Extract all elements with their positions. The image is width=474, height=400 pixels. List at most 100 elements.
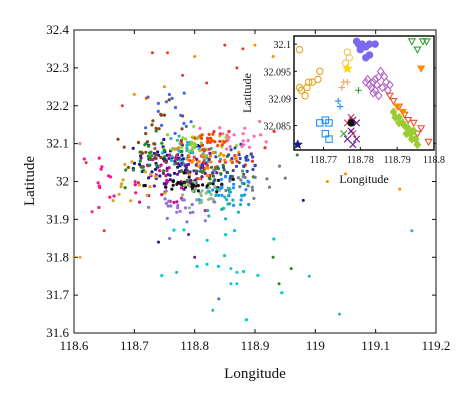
cluster-9-point [142,184,146,188]
cluster-11-point [231,186,236,190]
cluster-15-point [223,195,227,199]
inset-cross-marker [349,141,357,149]
scatter-point [166,51,169,55]
cluster-8-point [251,155,255,159]
cluster-9-point [182,171,186,175]
inset-y-tick-label: 32.1 [274,40,292,51]
cluster-0-point [137,162,142,166]
cluster-5-point [227,129,231,134]
cluster-6-point [223,158,227,162]
cluster-11-point [244,188,248,192]
main-scatter-points [72,43,414,322]
cluster-15-point [231,198,235,202]
cluster-4-point [180,145,184,149]
cluster-7-point [195,177,199,181]
scatter-point [295,153,299,157]
inset-circle-marker [314,75,322,84]
cluster-15-point [228,190,233,194]
cluster-12-point [143,143,147,147]
cluster-7-point [164,174,168,178]
y-tick-label: 32 [56,174,69,189]
cluster-5-point [263,146,267,150]
cluster-4-point [199,141,203,145]
cluster-17-point [119,185,123,189]
cluster-2-point [161,171,166,175]
cluster-8-point [227,153,231,157]
cluster-9-point [211,182,215,186]
cluster-18-point [228,179,232,183]
cluster-3-point [219,172,223,176]
cluster-7-point [158,169,162,173]
cluster-2-point [194,172,198,176]
inset-plus-marker [338,84,346,91]
cluster-6-point [219,152,223,156]
cluster-15-point [207,190,211,194]
cluster-20-point [222,254,227,258]
cluster-6-point [190,160,194,164]
scatter-point [235,66,239,70]
cluster-19-point [222,140,226,144]
inset-plus-marker [336,103,344,110]
scatter-point [271,255,275,259]
cluster-11-point [232,182,236,186]
cluster-15-point [240,194,244,198]
cluster-14-point [157,127,161,131]
cluster-19-point [207,132,211,136]
cluster-0-point [132,161,137,165]
cluster-6-point [237,150,241,154]
scatter-point [235,270,239,274]
inset-plus-marker [335,97,342,105]
inset-circle-marker [316,67,324,76]
cluster-14-point [126,165,130,169]
cluster-9-point [196,184,200,188]
cluster-1-point [185,143,189,147]
cluster-11-point [232,203,236,207]
cluster-11-point [211,188,215,192]
cluster-21-point [100,165,104,169]
cluster-14-point [122,145,126,149]
cluster-10-point [187,206,191,210]
cluster-11-point [247,180,251,184]
scatter-point [301,198,305,202]
cluster-4-point [224,135,228,139]
scatter-point [90,210,94,214]
cluster-15-point [225,198,229,202]
cluster-18-point [250,185,254,189]
scatter-point [181,73,185,77]
inset-diamond-marker [378,82,387,93]
cluster-8-point [230,156,234,161]
inset-square-marker [325,135,333,143]
cluster-18-point [236,176,240,180]
cluster-3-point [186,180,190,184]
scatter-point [120,104,124,108]
cluster-13-point [225,147,229,151]
inset-diamond-marker [409,126,418,136]
scatter-point [217,297,221,301]
cluster-12-point [162,148,166,152]
inset-star-marker [292,139,303,149]
scatter-point [78,142,82,146]
cluster-2-point [187,162,191,166]
cluster-22-point [173,105,178,110]
cluster-21-point [98,185,102,190]
cluster-18-point [252,196,256,200]
cluster-22-point [189,120,193,124]
cluster-5-point [250,159,255,163]
scatter-point [205,81,209,85]
cluster-19-point [210,139,214,143]
scatter-point [193,255,197,259]
cluster-14-point [164,160,168,164]
cluster-12-point [146,144,151,148]
x-tick-label: 118.9 [241,338,270,353]
cluster-6-point [211,150,215,154]
cluster-6-point [187,153,191,158]
cluster-10-point [218,188,222,192]
cluster-11-point [219,177,224,181]
scatter-point [307,274,311,278]
cluster-1-point [190,150,194,154]
cluster-18-point [240,169,245,173]
cluster-10-point [200,189,204,193]
cluster-12-point [149,150,153,154]
cluster-5-point [192,155,196,159]
inset-scatter-points [292,37,433,150]
